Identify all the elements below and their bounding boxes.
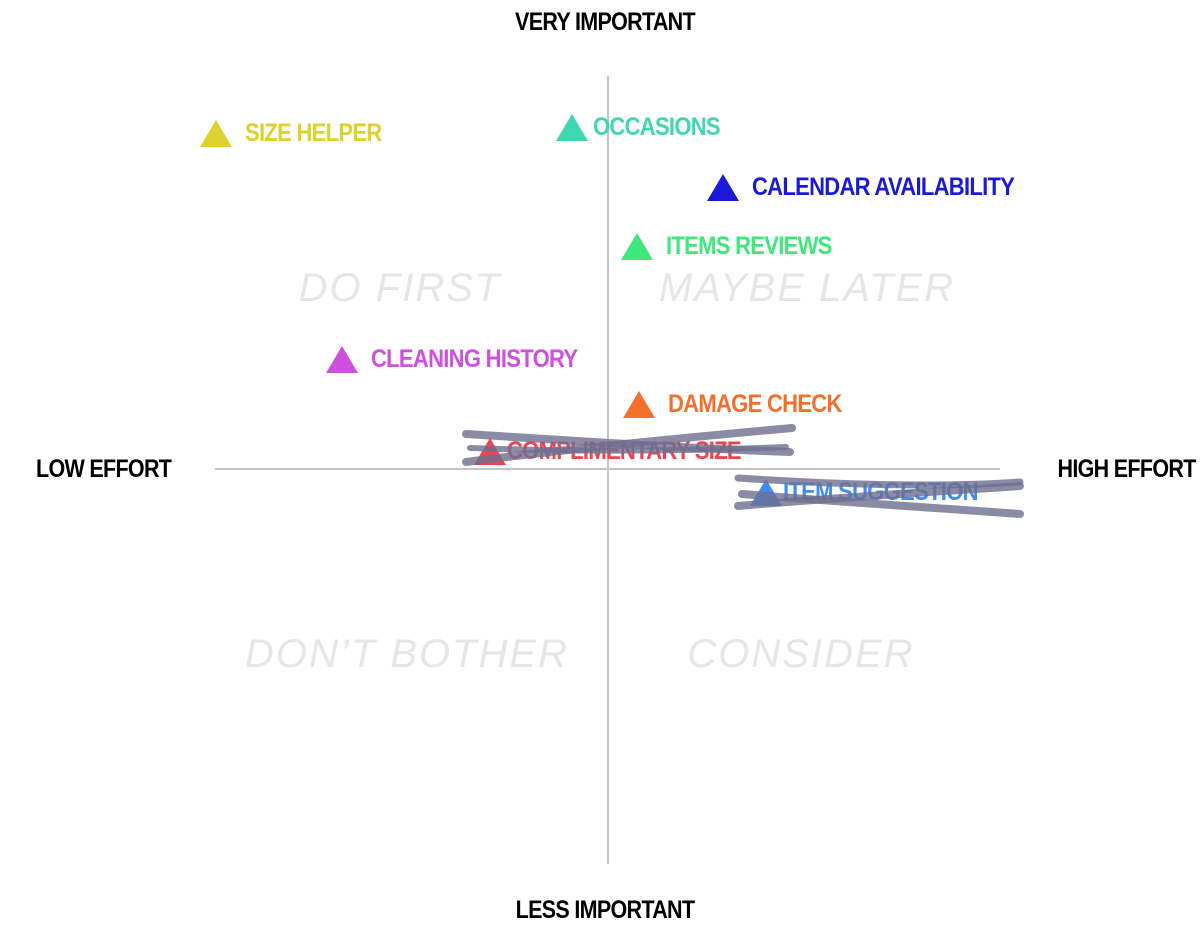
quadrant-label-do-first: DO FIRST: [298, 266, 502, 310]
triangle-marker-icon: [556, 114, 588, 141]
feature-label: ITEMS REVIEWS: [666, 232, 832, 260]
feature-occasions: OCCASIONS: [556, 113, 737, 142]
feature-damage-check: DAMAGE CHECK: [623, 390, 865, 419]
feature-complimentary-size: COMPLIMENTARY SIZE: [474, 437, 773, 466]
feature-calendar-availability: CALENDAR AVAILABILITY: [707, 173, 1050, 202]
axis-label-very-important: VERY IMPORTANT: [515, 8, 696, 36]
feature-cleaning-history: CLEANING HISTORY: [326, 345, 605, 374]
axis-label-less-important: LESS IMPORTANT: [515, 896, 695, 924]
triangle-marker-icon: [707, 174, 739, 201]
quadrant-label-maybe-later: MAYBE LATER: [658, 266, 956, 310]
feature-label: COMPLIMENTARY SIZE: [507, 437, 742, 465]
feature-label: SIZE HELPER: [245, 119, 382, 147]
triangle-marker-icon: [623, 391, 655, 418]
triangle-marker-icon: [200, 120, 232, 147]
feature-label: DAMAGE CHECK: [668, 390, 842, 418]
triangle-marker-icon: [621, 233, 653, 260]
feature-label: ITEM SUGGESTION: [783, 478, 979, 506]
triangle-marker-icon: [474, 438, 506, 465]
axis-label-high-effort: HIGH EFFORT: [1057, 455, 1197, 483]
feature-label: OCCASIONS: [593, 113, 721, 141]
feature-label: CLEANING HISTORY: [371, 345, 578, 373]
triangle-marker-icon: [326, 346, 358, 373]
quadrant-label-dont-bother: DON’T BOTHER: [245, 632, 569, 676]
triangle-marker-icon: [750, 479, 782, 506]
feature-items-reviews: ITEMS REVIEWS: [621, 232, 854, 261]
feature-item-suggestion: ITEM SUGGESTION: [750, 478, 1004, 507]
feature-label: CALENDAR AVAILABILITY: [752, 173, 1015, 201]
quadrant-label-consider: CONSIDER: [687, 632, 915, 676]
feature-size-helper: SIZE HELPER: [200, 119, 400, 148]
axis-label-low-effort: LOW EFFORT: [36, 455, 172, 483]
